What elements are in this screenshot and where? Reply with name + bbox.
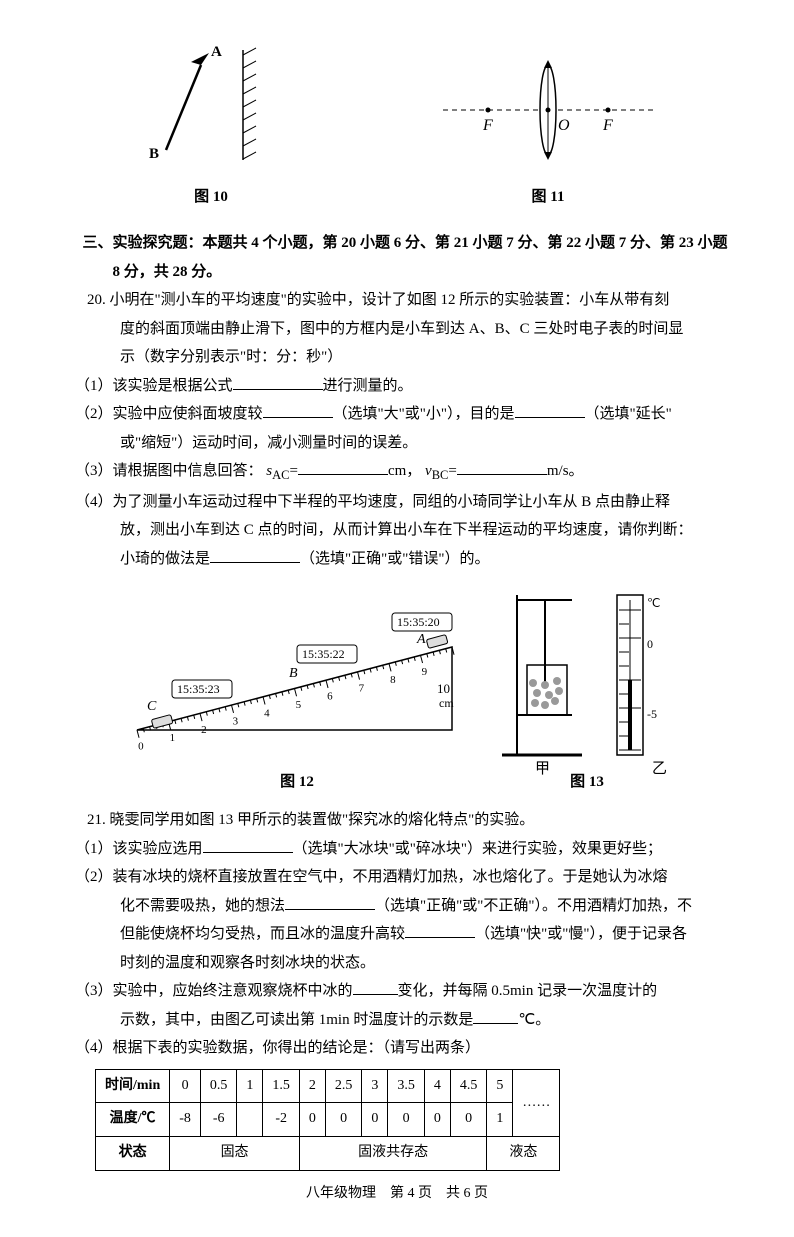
q21-3b: 示数，其中，由图乙可读出第 1min 时温度计的示数是℃。: [60, 1006, 734, 1035]
svg-text:6: 6: [327, 691, 333, 703]
q20-2b: 或"缩短"）运动时间，减小测量时间的误差。: [60, 429, 734, 458]
svg-text:10: 10: [437, 681, 450, 696]
fig10-A: A: [211, 44, 222, 60]
q20-2: （2）实验中应使斜面坡度较（选填"大"或"小"），目的是（选填"延长": [60, 400, 734, 429]
svg-text:3: 3: [233, 716, 239, 728]
svg-text:乙: 乙: [652, 761, 667, 775]
blank[interactable]: [353, 979, 398, 995]
svg-text:2: 2: [201, 724, 207, 736]
svg-text:15:35:22: 15:35:22: [302, 647, 345, 661]
blank[interactable]: [457, 459, 547, 475]
mid-figures-row: 15:35:20 15:35:22 15:35:23 A B C 10 cm 0…: [60, 585, 734, 796]
q20-4a: （4）为了测量小车运动过程中下半程的平均速度，同组的小琦同学让小车从 B 点由静…: [60, 488, 734, 517]
svg-text:甲: 甲: [535, 761, 550, 775]
svg-text:A: A: [416, 632, 426, 647]
svg-text:0: 0: [138, 741, 144, 753]
svg-text:-5: -5: [647, 707, 657, 721]
q20-3: （3）请根据图中信息回答： sAC=cm， vBC=m/s。: [60, 457, 734, 488]
q21-3a: （3）实验中，应始终注意观察烧杯中冰的变化，并每隔 0.5min 记录一次温度计…: [60, 977, 734, 1006]
table-row: 状态 固态 固液共存态 液态: [96, 1136, 560, 1170]
q21-stem: 21. 晓雯同学用如图 13 甲所示的装置做"探究冰的熔化特点"的实验。: [60, 806, 734, 835]
blank[interactable]: [263, 402, 333, 418]
blank[interactable]: [473, 1008, 518, 1024]
fig12-svg: 15:35:20 15:35:22 15:35:23 A B C 10 cm 0…: [117, 585, 477, 755]
blank[interactable]: [233, 374, 323, 390]
blank[interactable]: [210, 547, 300, 563]
fig11-svg: F O F: [433, 60, 663, 170]
q20-stem: 20. 小明在"测小车的平均速度"的实验中，设计了如图 12 所示的实验装置：小…: [60, 286, 734, 315]
section3-title: 三、实验探究题：本题共 4 个小题，第 20 小题 6 分、第 21 小题 7 …: [83, 229, 735, 286]
svg-text:15:35:23: 15:35:23: [177, 682, 220, 696]
fig10-B: B: [149, 146, 159, 162]
svg-text:0: 0: [647, 637, 653, 651]
q20-stem2: 度的斜面顶端由静止滑下，图中的方框内是小车到达 A、B、C 三处时电子表的时间显: [60, 315, 734, 344]
q21-2a: （2）装有冰块的烧杯直接放置在空气中，不用酒精灯加热，冰也熔化了。于是她认为冰熔: [60, 863, 734, 892]
data-table: 时间/min 0 0.5 1 1.5 2 2.5 3 3.5 4 4.5 5 ……: [95, 1069, 560, 1171]
table-row: 时间/min 0 0.5 1 1.5 2 2.5 3 3.5 4 4.5 5 ……: [96, 1069, 560, 1103]
figure-11: F O F 图 11: [433, 60, 663, 211]
fig10-label: 图 10: [131, 183, 291, 212]
q21-num: 21.: [87, 812, 106, 828]
blank[interactable]: [515, 402, 585, 418]
svg-text:C: C: [147, 699, 157, 714]
svg-text:1: 1: [170, 732, 176, 744]
fig10-svg: A B: [131, 40, 291, 170]
svg-text:℃: ℃: [647, 596, 660, 610]
figure-10: A B 图 10: [131, 40, 291, 211]
table-row: 温度/℃ -8 -6 -2 0 0 0 0 0 0 1: [96, 1103, 560, 1137]
svg-text:5: 5: [296, 699, 302, 711]
svg-text:9: 9: [422, 666, 428, 678]
svg-text:cm: cm: [439, 696, 454, 710]
blank[interactable]: [285, 894, 375, 910]
svg-text:15:35:20: 15:35:20: [397, 615, 440, 629]
top-figures-row: A B 图 10 F O F 图 11: [60, 40, 734, 211]
svg-text:B: B: [289, 666, 298, 681]
svg-text:7: 7: [359, 683, 365, 695]
q20-4b: 放，测出小车到达 C 点的时间，从而计算出小车在下半程运动的平均速度，请你判断：: [60, 516, 734, 545]
blank[interactable]: [298, 459, 388, 475]
fig11-F1: F: [482, 117, 493, 134]
fig12-label: 图 12: [117, 768, 477, 797]
figure-13: 甲 ℃ 0 -5 乙 图 13: [497, 585, 677, 796]
figure-12: 15:35:20 15:35:22 15:35:23 A B C 10 cm 0…: [117, 585, 477, 796]
page-footer: 八年级物理 第 4 页 共 6 页: [60, 1181, 734, 1208]
svg-text:8: 8: [390, 674, 396, 686]
fig11-O: O: [558, 117, 570, 134]
q21-1: （1）该实验应选用（选填"大冰块"或"碎冰块"）来进行实验，效果更好些；: [60, 835, 734, 864]
q21-2d: 时刻的温度和观察各时刻冰块的状态。: [60, 949, 734, 978]
blank[interactable]: [405, 922, 475, 938]
q21-2c: 但能使烧杯均匀受热，而且冰的温度升高较（选填"快"或"慢"），便于记录各: [60, 920, 734, 949]
q21-4: （4）根据下表的实验数据，你得出的结论是：（请写出两条）: [60, 1034, 734, 1063]
q20-1: （1）该实验是根据公式进行测量的。: [60, 372, 734, 401]
fig11-F2: F: [602, 117, 613, 134]
q20-stem3: 示（数字分别表示"时：分：秒"）: [60, 343, 734, 372]
fig13-svg: 甲 ℃ 0 -5 乙: [497, 585, 677, 775]
q20-4c: 小琦的做法是（选填"正确"或"错误"）的。: [60, 545, 734, 574]
svg-text:4: 4: [264, 708, 270, 720]
fig11-label: 图 11: [433, 183, 663, 212]
q21-2b: 化不需要吸热，她的想法（选填"正确"或"不正确"）。不用酒精灯加热，不: [60, 892, 734, 921]
q20-num: 20.: [87, 292, 106, 308]
blank[interactable]: [203, 837, 293, 853]
